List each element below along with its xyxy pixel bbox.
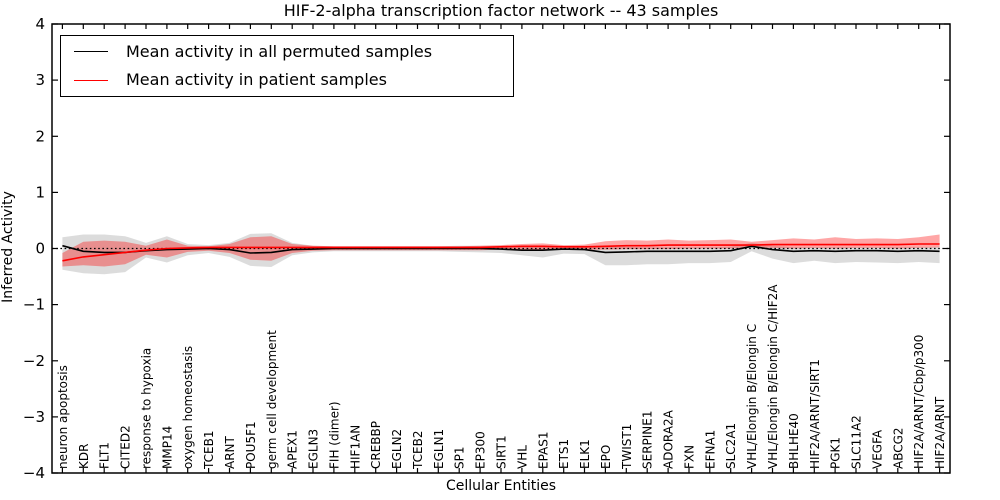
x-tick-label: HIF1AN <box>348 425 362 469</box>
x-tick-label: VHL <box>515 445 529 469</box>
y-tick-label: 0 <box>35 240 45 258</box>
x-tick-label: KDR <box>77 444 91 469</box>
x-tick-label: SERPINE1 <box>641 410 655 469</box>
x-tick-label: EFNA1 <box>703 430 717 469</box>
x-tick-label: ABCG2 <box>891 427 905 469</box>
y-tick-label: −4 <box>23 464 45 482</box>
legend-item-patient: Mean activity in patient samples <box>61 67 513 93</box>
x-tick-label: response to hypoxia <box>139 348 153 469</box>
x-tick-label: CITED2 <box>119 425 133 469</box>
black-line-sample-icon <box>74 51 108 53</box>
x-tick-label: ADORA2A <box>662 409 676 469</box>
permuted-mean-line <box>62 244 940 254</box>
x-tick-label: EP300 <box>474 431 488 469</box>
x-tick-label: ELK1 <box>578 439 592 469</box>
x-tick-label: FXN <box>682 445 696 469</box>
x-tick-label: ETS1 <box>557 439 571 469</box>
x-axis-label: Cellular Entities <box>445 478 557 494</box>
x-tick-label: SLC11A2 <box>850 415 864 469</box>
x-tick-label: VHL/Elongin B/Elongin C/HIF2A <box>766 284 780 469</box>
x-tick-label: EPO <box>599 445 613 469</box>
x-tick-label: EGLN3 <box>307 429 321 469</box>
x-tick-label: CREBBP <box>369 421 383 469</box>
x-tick-label: HIF2A/ARNT/SIRT1 <box>808 359 822 469</box>
x-tick-label: neuron apoptosis <box>56 365 70 469</box>
x-tick-label: oxygen homeostasis <box>181 346 195 469</box>
legend: Mean activity in all permuted samples Me… <box>60 35 514 97</box>
x-tick-label: BHLHE40 <box>787 413 801 469</box>
chart-title: HIF-2-alpha transcription factor network… <box>283 1 719 20</box>
y-tick-label: −1 <box>23 296 45 314</box>
x-tick-label: EPAS1 <box>536 431 550 469</box>
legend-label-patient: Mean activity in patient samples <box>126 70 387 90</box>
x-tick-label: VHL/Elongin B/Elongin C <box>745 324 759 469</box>
x-tick-label: ARNT <box>223 435 237 469</box>
x-tick-label: VEGFA <box>870 429 884 469</box>
red-line-sample-icon <box>74 79 108 81</box>
y-axis-label: Inferred Activity <box>0 191 16 303</box>
y-tick-label: 3 <box>35 71 45 89</box>
y-tick-label: 1 <box>35 183 45 201</box>
y-tick-label: −2 <box>23 352 45 370</box>
x-tick-label: TWIST1 <box>620 424 634 470</box>
x-tick-label: MMP14 <box>160 426 174 469</box>
x-tick-label: SIRT1 <box>495 435 509 469</box>
x-tick-label: germ cell development <box>265 330 279 469</box>
permuted-samples-range-band <box>62 233 940 275</box>
y-tick-label: 4 <box>35 15 45 33</box>
x-tick-label: FIH (dimer) <box>327 401 341 469</box>
x-tick-label: EGLN1 <box>432 429 446 469</box>
x-tick-label: SP1 <box>453 447 467 470</box>
x-tick-label: TCEB1 <box>202 431 216 470</box>
legend-label-permuted: Mean activity in all permuted samples <box>126 41 433 61</box>
y-tick-label: −3 <box>23 408 45 426</box>
x-tick-label: FLT1 <box>98 442 112 469</box>
patient-samples-range-band <box>62 234 940 267</box>
x-tick-label: SLC2A1 <box>724 423 738 469</box>
patient-mean-line <box>62 243 940 262</box>
legend-item-permuted: Mean activity in all permuted samples <box>61 39 513 65</box>
x-tick-label: TCEB2 <box>411 431 425 470</box>
x-tick-label: HIF2A/ARNT/Cbp/p300 <box>912 335 926 469</box>
x-tick-label: EGLN2 <box>390 429 404 469</box>
x-tick-label: POU5F1 <box>244 421 258 469</box>
y-tick-label: 2 <box>35 127 45 145</box>
x-tick-label: APEX1 <box>286 430 300 469</box>
x-tick-label: HIF2A/ARNT <box>933 396 947 469</box>
x-tick-label: PGK1 <box>829 437 843 469</box>
